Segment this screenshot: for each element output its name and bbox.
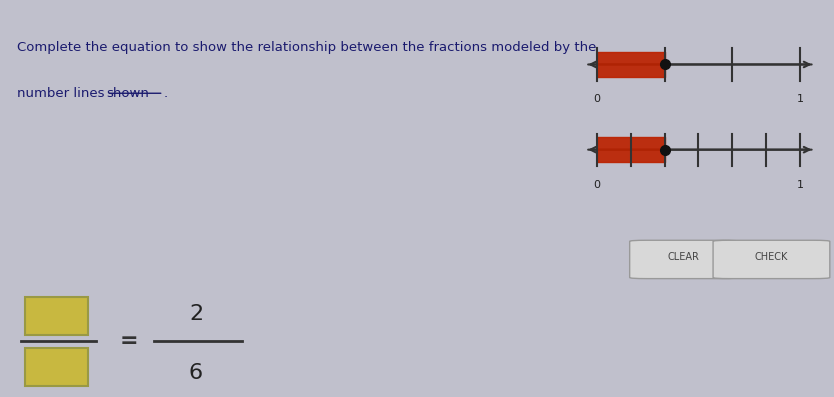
Text: 1: 1: [797, 179, 804, 190]
Text: CHECK: CHECK: [755, 252, 788, 262]
Text: 0: 0: [593, 94, 600, 104]
Text: 0: 0: [593, 179, 600, 190]
Text: number lines: number lines: [17, 87, 108, 100]
Text: 2: 2: [189, 304, 203, 324]
Text: .: .: [163, 87, 168, 100]
Text: Complete the equation to show the relationship between the fractions modeled by : Complete the equation to show the relati…: [17, 41, 596, 54]
FancyBboxPatch shape: [25, 297, 88, 335]
Text: =: =: [120, 331, 138, 351]
Text: CLEAR: CLEAR: [668, 252, 700, 262]
FancyBboxPatch shape: [25, 348, 88, 386]
FancyBboxPatch shape: [630, 240, 738, 279]
FancyBboxPatch shape: [713, 240, 830, 279]
Text: 1: 1: [797, 94, 804, 104]
Text: 6: 6: [189, 362, 203, 383]
Text: shown: shown: [107, 87, 149, 100]
